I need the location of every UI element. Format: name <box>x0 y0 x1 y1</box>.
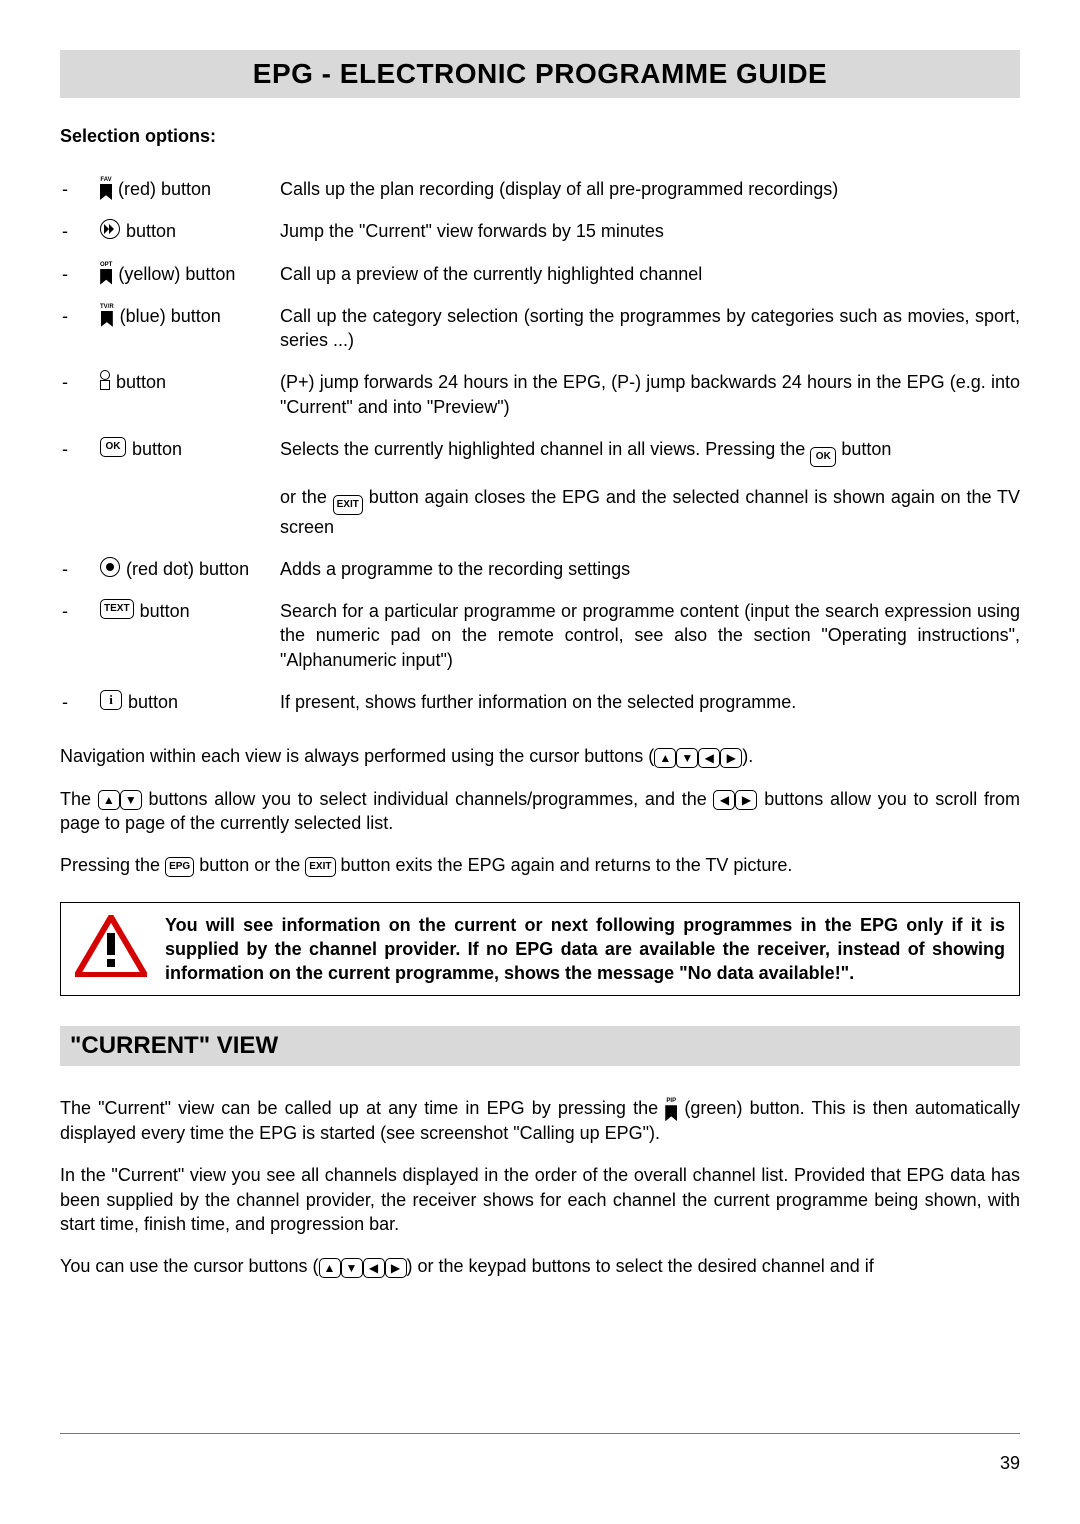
exit-button-icon: EXIT <box>305 857 335 877</box>
bookmark-yellow-icon: OPT <box>100 262 112 285</box>
selection-heading: Selection options: <box>60 126 1020 147</box>
option-row: - OK button Selects the currently highli… <box>60 437 1020 467</box>
current-para-3: You can use the cursor buttons (▲▼◀▶) or… <box>60 1254 1020 1278</box>
bookmark-green-icon: PIP <box>665 1098 677 1121</box>
page-number: 39 <box>1000 1453 1020 1474</box>
option-row: - button Jump the "Current" view forward… <box>60 219 1020 243</box>
arrow-right-icon: ▶ <box>385 1258 407 1278</box>
exit-button-icon: EXIT <box>333 495 363 515</box>
footer-rule <box>60 1433 1020 1434</box>
option-desc: Selects the currently highlighted channe… <box>280 437 1020 467</box>
arrow-left-icon: ◀ <box>363 1258 385 1278</box>
page-title: EPG - ELECTRONIC PROGRAMME GUIDE <box>253 58 827 89</box>
arrow-down-icon: ▼ <box>341 1258 363 1278</box>
page-plus-minus-icon <box>100 370 110 390</box>
current-para-2: In the "Current" view you see all channe… <box>60 1163 1020 1236</box>
arrow-right-icon: ▶ <box>720 748 742 768</box>
arrow-up-icon: ▲ <box>98 790 120 810</box>
info-button-icon: i <box>100 690 122 710</box>
dash: - <box>60 177 100 201</box>
option-row: - button (P+) jump forwards 24 hours in … <box>60 370 1020 419</box>
option-row: - TEXT button Search for a particular pr… <box>60 599 1020 672</box>
arrow-down-icon: ▼ <box>676 748 698 768</box>
record-dot-icon <box>100 557 120 577</box>
nav-para-2: The ▲▼ buttons allow you to select indiv… <box>60 787 1020 836</box>
option-row: - TV/R (blue) button Call up the categor… <box>60 304 1020 353</box>
arrow-left-icon: ◀ <box>713 790 735 810</box>
nav-para-3: Pressing the EPG button or the EXIT butt… <box>60 853 1020 877</box>
options-list: - FAV (red) button Calls up the plan rec… <box>60 177 1020 714</box>
arrow-up-icon: ▲ <box>654 748 676 768</box>
ok-button-icon: OK <box>100 437 126 457</box>
page-title-bar: EPG - ELECTRONIC PROGRAMME GUIDE <box>60 50 1020 98</box>
option-desc: Calls up the plan recording (display of … <box>280 177 1020 201</box>
option-label: FAV (red) button <box>100 177 280 201</box>
option-row: - FAV (red) button Calls up the plan rec… <box>60 177 1020 201</box>
bookmark-blue-icon: TV/R <box>100 304 114 327</box>
current-para-1: The "Current" view can be called up at a… <box>60 1096 1020 1145</box>
arrow-right-icon: ▶ <box>735 790 757 810</box>
arrow-down-icon: ▼ <box>120 790 142 810</box>
warning-text: You will see information on the current … <box>165 913 1005 986</box>
option-row: - OPT (yellow) button Call up a preview … <box>60 262 1020 286</box>
fast-forward-icon <box>100 219 120 239</box>
ok-button-icon: OK <box>810 447 836 467</box>
nav-para-1: Navigation within each view is always pe… <box>60 744 1020 768</box>
option-row: - (red dot) button Adds a programme to t… <box>60 557 1020 581</box>
warning-box: You will see information on the current … <box>60 902 1020 997</box>
bookmark-red-icon: FAV <box>100 177 112 200</box>
option-row: - i button If present, shows further inf… <box>60 690 1020 714</box>
option-desc-extra: or the EXIT button again closes the EPG … <box>280 485 1020 539</box>
arrow-up-icon: ▲ <box>319 1258 341 1278</box>
section-heading: "CURRENT" VIEW <box>60 1026 1020 1066</box>
warning-triangle-icon <box>75 913 147 979</box>
text-button-icon: TEXT <box>100 599 134 619</box>
epg-button-icon: EPG <box>165 857 194 877</box>
arrow-left-icon: ◀ <box>698 748 720 768</box>
